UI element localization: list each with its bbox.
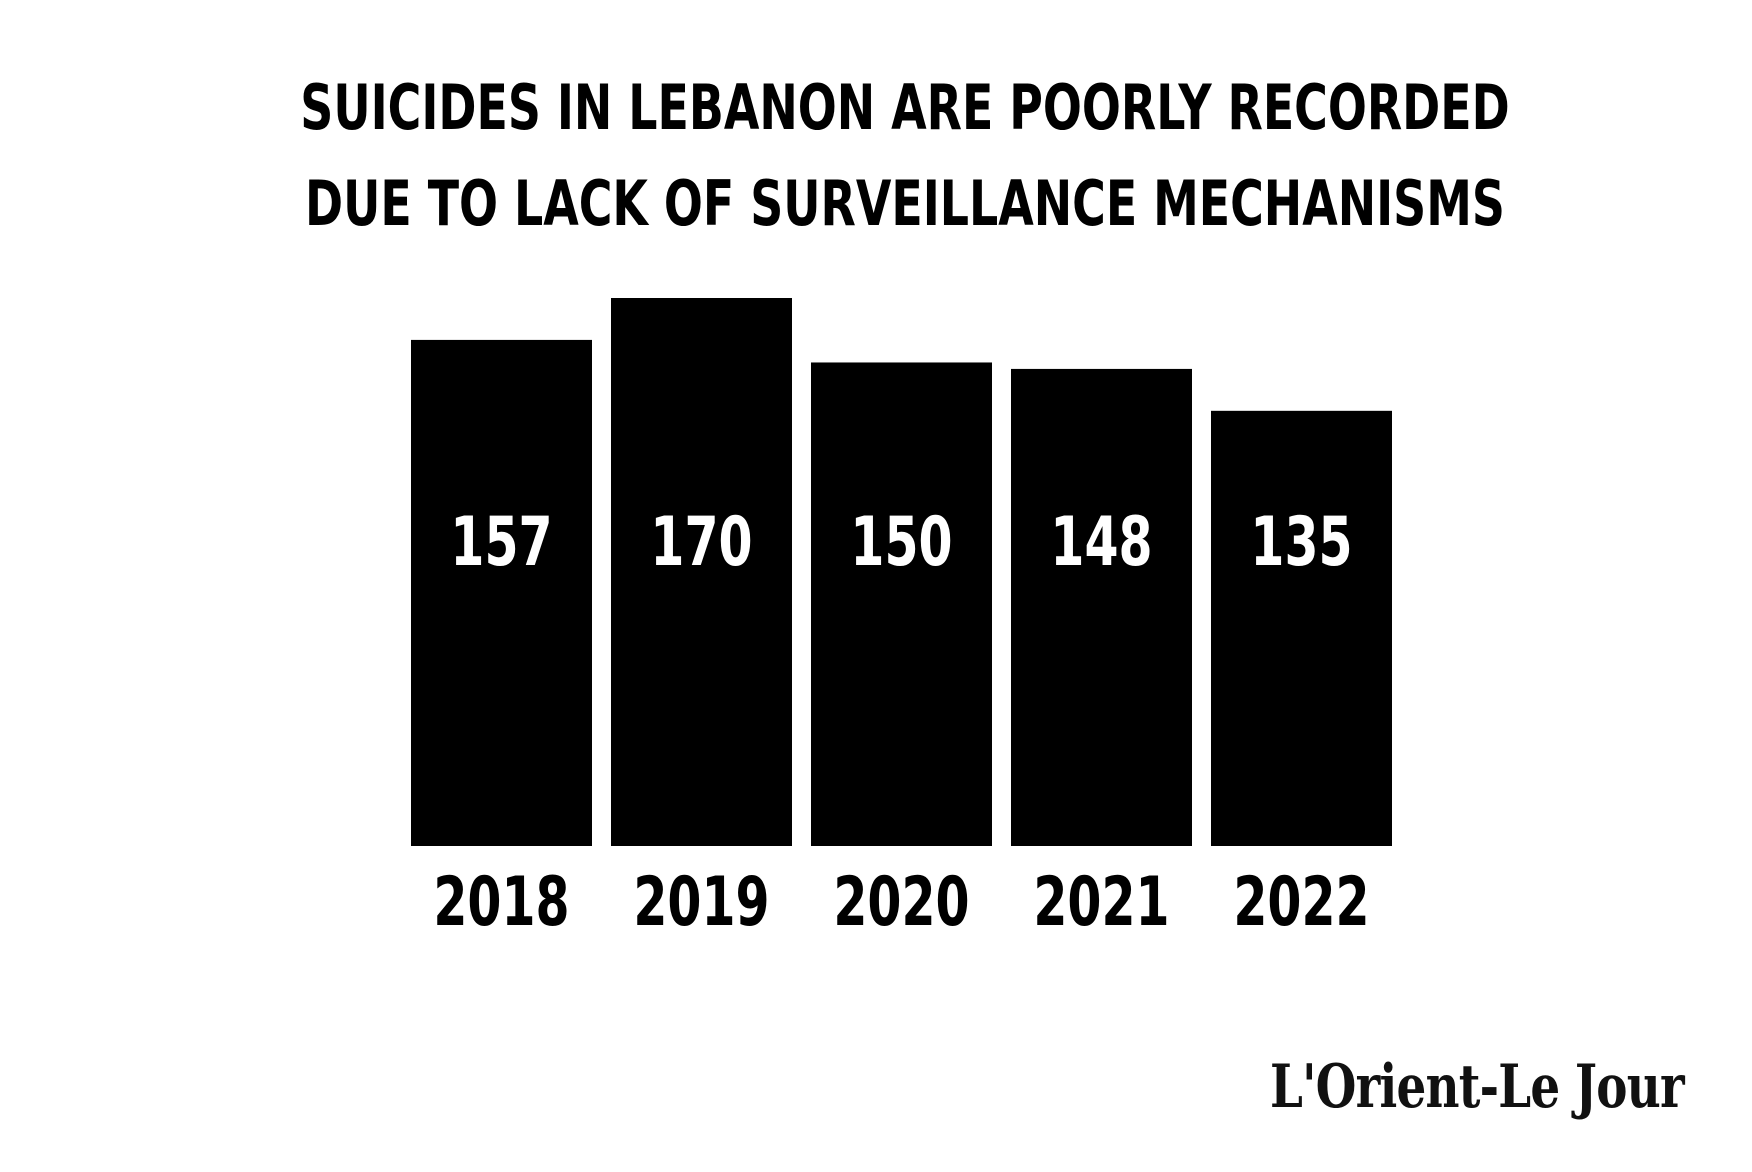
data-label-2019: 170 [650, 502, 752, 581]
data-label-2018: 157 [450, 502, 552, 581]
publisher-logo: L'Orient-Le Jour [1270, 1052, 1685, 1122]
data-label-2020: 150 [850, 502, 952, 581]
x-tick-label-2020: 2020 [833, 862, 969, 941]
chart-title-line-2: DUE TO LACK OF SURVEILLANCE MECHANISMS [305, 167, 1505, 240]
chart-title-line-1: SUICIDES IN LEBANON ARE POORLY RECORDED [300, 71, 1510, 144]
bar-2019 [611, 298, 792, 846]
x-tick-label-2019: 2019 [633, 862, 769, 941]
data-label-2021: 148 [1050, 502, 1152, 581]
bar-2020 [811, 362, 992, 846]
x-tick-label-2022: 2022 [1233, 862, 1369, 941]
bar-2021 [1011, 368, 1192, 846]
bar-2022 [1211, 410, 1392, 846]
bar-2018 [411, 339, 592, 846]
x-tick-label-2018: 2018 [433, 862, 569, 941]
x-tick-label-2021: 2021 [1033, 862, 1169, 941]
data-label-2022: 135 [1250, 502, 1352, 581]
